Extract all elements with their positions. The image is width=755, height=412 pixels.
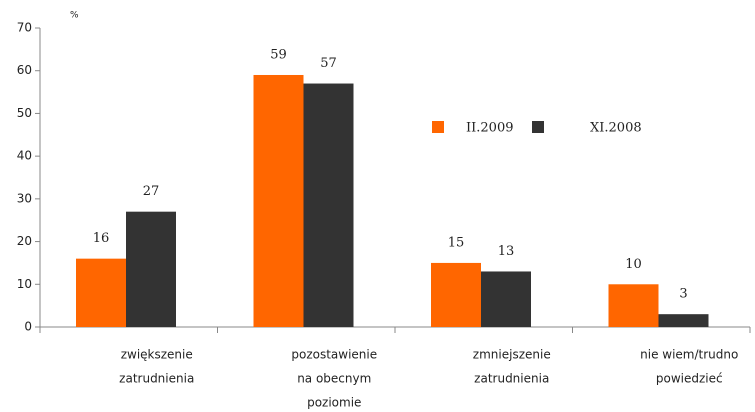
bar <box>76 258 126 327</box>
data-label: 27 <box>143 184 160 199</box>
x-tick-label: zatrudnienia <box>474 372 549 386</box>
y-tick-label: 0 <box>24 320 32 334</box>
x-tick-label: poziomie <box>307 396 361 410</box>
y-unit: % <box>70 11 79 21</box>
y-tick-label: 40 <box>17 149 32 163</box>
data-label: 13 <box>498 244 515 259</box>
legend-swatch <box>532 121 544 133</box>
legend-swatch <box>432 121 444 133</box>
x-tick-label: pozostawienie <box>291 348 377 362</box>
x-tick-label: nie wiem/trudno <box>640 348 738 362</box>
x-tick-label: zwiększenie <box>121 348 193 362</box>
y-tick-label: 10 <box>17 277 32 291</box>
y-tick-label: 50 <box>17 106 32 120</box>
bar <box>608 284 659 327</box>
data-label: 3 <box>679 287 687 302</box>
x-tick-label: zmniejszenie <box>473 348 551 362</box>
bar <box>126 211 176 327</box>
y-tick-label: 70 <box>17 21 32 35</box>
data-label: 59 <box>270 47 287 62</box>
data-label: 16 <box>93 231 110 246</box>
data-label: 10 <box>625 257 642 272</box>
x-tick-label: na obecnym <box>297 372 371 386</box>
x-tick-label: powiedzieć <box>656 372 723 386</box>
legend-label: II.2009 <box>466 121 514 136</box>
data-label: 57 <box>320 56 337 71</box>
y-tick-label: 20 <box>17 234 32 248</box>
y-tick-label: 30 <box>17 191 32 205</box>
bar <box>658 314 709 327</box>
x-tick-label: zatrudnienia <box>119 372 194 386</box>
bar <box>303 83 354 328</box>
bar <box>431 262 481 327</box>
legend-label: XI.2008 <box>590 121 642 136</box>
data-label: 15 <box>448 235 465 250</box>
bar <box>481 271 531 327</box>
bar <box>253 74 304 327</box>
y-tick-label: 60 <box>17 63 32 77</box>
